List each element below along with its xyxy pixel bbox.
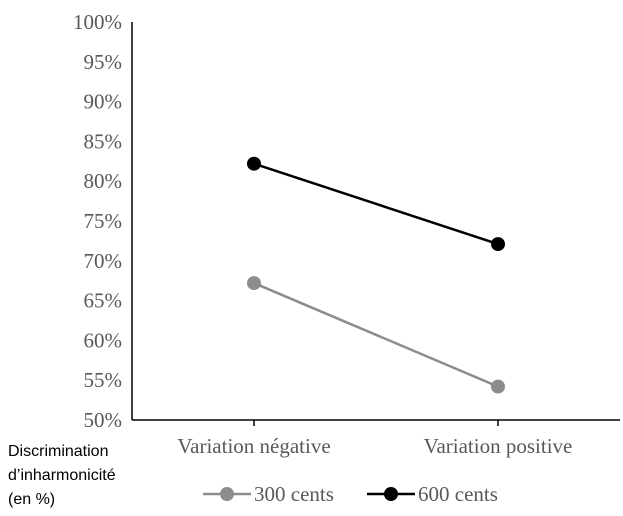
y-tick-label: 95% bbox=[84, 50, 123, 74]
data-point bbox=[247, 276, 261, 291]
y-axis-title-line-1: Discrimination bbox=[8, 443, 109, 460]
legend: 300 cents 600 cents bbox=[203, 482, 498, 506]
category-label: Variation négative bbox=[177, 434, 330, 458]
y-tick-label: 50% bbox=[84, 408, 123, 432]
legend-marker bbox=[384, 487, 398, 501]
y-axis-title-line-3: (en %) bbox=[8, 491, 56, 508]
data-point bbox=[491, 237, 505, 252]
y-tick-label: 65% bbox=[84, 289, 123, 313]
data-point bbox=[247, 156, 261, 171]
series-line bbox=[253, 162, 499, 246]
category-label: Variation positive bbox=[424, 434, 573, 458]
legend-label: 300 cents bbox=[254, 482, 334, 506]
y-axis-title-line-2: d’inharmonicité bbox=[8, 467, 116, 484]
y-tick-label: 55% bbox=[84, 368, 123, 392]
y-tick-label: 75% bbox=[84, 209, 123, 233]
y-tick-label: 90% bbox=[84, 90, 123, 114]
y-tick-label: 80% bbox=[84, 169, 123, 193]
series-line bbox=[253, 281, 499, 388]
legend-marker bbox=[220, 487, 234, 501]
y-tick-label: 70% bbox=[84, 249, 123, 273]
x-tick-marks bbox=[253, 420, 499, 426]
y-axis-title: Discrimination d’inharmonicité (en %) bbox=[8, 440, 158, 512]
series-lines bbox=[247, 156, 505, 394]
y-tick-label: 85% bbox=[84, 129, 123, 153]
data-point bbox=[491, 379, 505, 394]
legend-label: 600 cents bbox=[418, 482, 498, 506]
category-labels: Variation négative Variation positive bbox=[177, 434, 572, 458]
y-tick-labels: 50% 55% 60% 65% 70% 75% 80% 85% 90% 95% 100% bbox=[73, 10, 122, 432]
y-tick-label: 100% bbox=[73, 10, 122, 34]
y-tick-label: 60% bbox=[84, 328, 123, 352]
